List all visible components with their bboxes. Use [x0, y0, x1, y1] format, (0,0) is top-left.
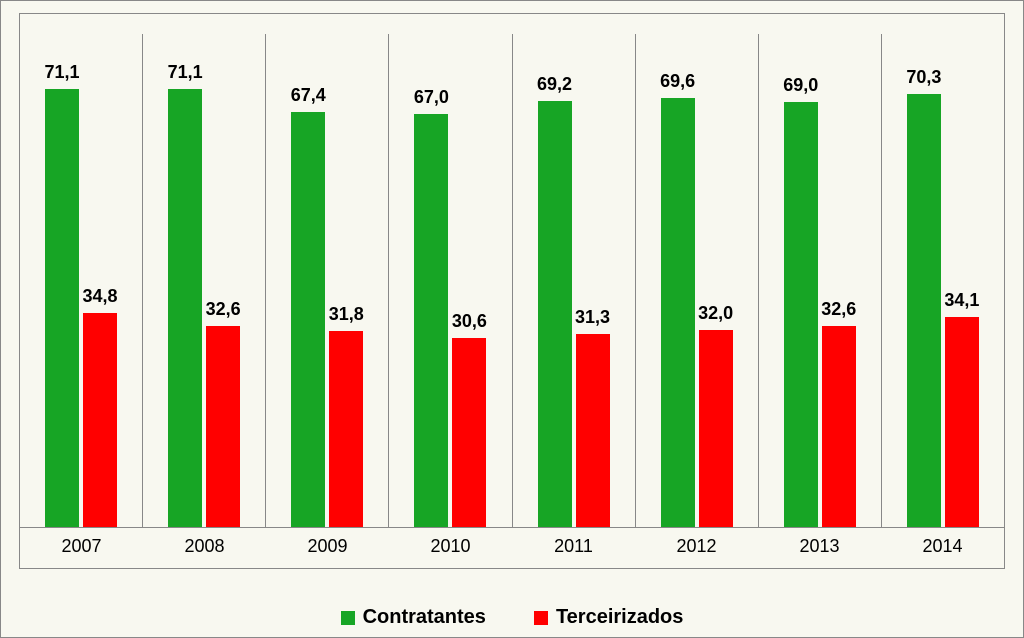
legend-swatch-terceirizados: [534, 611, 548, 625]
bar-value-label: 32,6: [821, 299, 856, 320]
bar-group: 69,032,6: [759, 34, 882, 527]
bar-terceirizados: 31,3: [576, 334, 610, 527]
bar-contratantes: 69,0: [784, 102, 818, 527]
bar-value-label: 34,8: [82, 286, 117, 307]
x-tick-label: 2010: [389, 528, 512, 568]
plot-area: 71,134,871,132,667,431,867,030,669,231,3…: [20, 34, 1004, 528]
bar-terceirizados: 34,1: [945, 317, 979, 527]
bar-value-label: 67,4: [291, 85, 326, 106]
bar-contratantes: 69,2: [538, 101, 572, 527]
bar-group: 71,134,8: [20, 34, 143, 527]
bar-value-label: 71,1: [44, 62, 79, 83]
bar-value-label: 32,6: [206, 299, 241, 320]
bar-value-label: 31,3: [575, 307, 610, 328]
bar-groups: 71,134,871,132,667,431,867,030,669,231,3…: [20, 34, 1004, 527]
plot-outer: 71,134,871,132,667,431,867,030,669,231,3…: [19, 13, 1005, 569]
x-tick-label: 2008: [143, 528, 266, 568]
bar-terceirizados: 32,6: [206, 326, 240, 527]
bar-terceirizados: 31,8: [329, 331, 363, 527]
x-tick-label: 2007: [20, 528, 143, 568]
bar-group: 69,231,3: [513, 34, 636, 527]
legend-swatch-contratantes: [341, 611, 355, 625]
bar-terceirizados: 32,0: [699, 330, 733, 527]
bar-value-label: 67,0: [414, 87, 449, 108]
bar-value-label: 31,8: [329, 304, 364, 325]
bar-terceirizados: 30,6: [452, 338, 486, 527]
x-tick-label: 2009: [266, 528, 389, 568]
x-axis: 20072008200920102011201220132014: [20, 528, 1004, 568]
x-tick-label: 2012: [635, 528, 758, 568]
bar-contratantes: 71,1: [168, 89, 202, 527]
bar-contratantes: 67,4: [291, 112, 325, 527]
bar-value-label: 71,1: [168, 62, 203, 83]
bar-contratantes: 67,0: [414, 114, 448, 527]
legend-label-terceirizados: Terceirizados: [556, 606, 683, 629]
bar-value-label: 69,6: [660, 71, 695, 92]
bar-value-label: 30,6: [452, 311, 487, 332]
legend: Contratantes Terceirizados: [1, 606, 1023, 629]
bar-terceirizados: 32,6: [822, 326, 856, 527]
bar-value-label: 69,2: [537, 74, 572, 95]
bar-value-label: 32,0: [698, 303, 733, 324]
bar-group: 71,132,6: [143, 34, 266, 527]
bar-value-label: 34,1: [944, 290, 979, 311]
legend-label-contratantes: Contratantes: [363, 606, 486, 629]
bar-group: 67,431,8: [266, 34, 389, 527]
bar-contratantes: 69,6: [661, 98, 695, 527]
chart-frame: 71,134,871,132,667,431,867,030,669,231,3…: [0, 0, 1024, 638]
bar-contratantes: 70,3: [907, 94, 941, 527]
x-tick-label: 2014: [881, 528, 1004, 568]
x-tick-label: 2011: [512, 528, 635, 568]
x-tick-label: 2013: [758, 528, 881, 568]
bar-group: 70,334,1: [882, 34, 1004, 527]
bar-group: 67,030,6: [389, 34, 512, 527]
bar-group: 69,632,0: [636, 34, 759, 527]
legend-item-contratantes: Contratantes: [341, 606, 486, 629]
bar-value-label: 69,0: [783, 75, 818, 96]
bar-contratantes: 71,1: [45, 89, 79, 527]
legend-item-terceirizados: Terceirizados: [534, 606, 683, 629]
bar-terceirizados: 34,8: [83, 313, 117, 527]
bar-value-label: 70,3: [906, 67, 941, 88]
